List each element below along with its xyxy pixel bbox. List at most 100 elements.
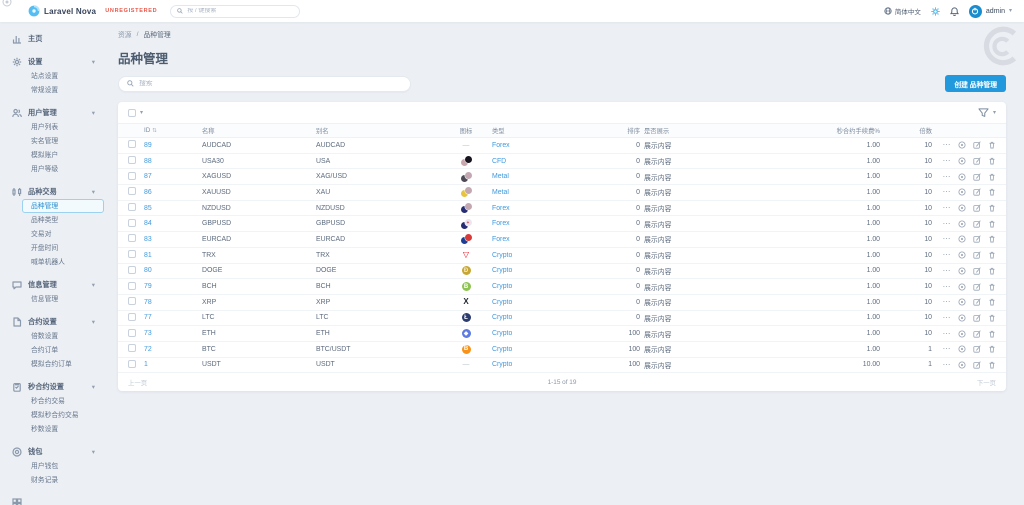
global-search-input[interactable] xyxy=(187,8,294,14)
sidebar-section-8[interactable] xyxy=(0,495,110,505)
more-icon[interactable]: ⋯ xyxy=(942,359,951,369)
more-icon[interactable]: ⋯ xyxy=(942,312,951,322)
table-row[interactable]: 73 ETH ETH ◆ Crypto 100 展示内容 1.00 10 ⋯ xyxy=(118,326,1006,342)
select-all-checkbox[interactable] xyxy=(128,108,136,117)
edit-icon[interactable] xyxy=(973,188,981,197)
more-icon[interactable]: ⋯ xyxy=(942,234,951,244)
delete-icon[interactable] xyxy=(988,141,996,149)
sidebar-item[interactable]: 模拟合约订单 xyxy=(31,361,72,368)
resource-search[interactable] xyxy=(118,75,411,92)
row-type-link[interactable]: Crypto xyxy=(492,267,513,275)
row-type-link[interactable]: Metal xyxy=(492,173,509,181)
select-all-control[interactable]: ▾ xyxy=(128,108,143,117)
row-id-link[interactable]: 85 xyxy=(144,204,152,212)
delete-icon[interactable] xyxy=(988,345,996,353)
row-type-link[interactable]: Forex xyxy=(492,220,510,228)
table-row[interactable]: 84 GBPUSD GBPUSD + Forex 0 展示内容 1.00 10 ⋯ xyxy=(118,216,1006,233)
sidebar-item[interactable]: 品种管理 xyxy=(22,199,104,213)
more-icon[interactable]: ⋯ xyxy=(942,171,951,181)
row-checkbox[interactable] xyxy=(128,328,136,337)
more-icon[interactable]: ⋯ xyxy=(942,297,951,307)
row-type-link[interactable]: Metal xyxy=(492,188,509,196)
edit-icon[interactable] xyxy=(973,314,981,322)
theme-sun-icon[interactable] xyxy=(931,6,940,16)
sidebar-section-5[interactable]: 合约设置 ▾ xyxy=(0,314,110,329)
sidebar-item[interactable]: 合约订单 xyxy=(31,347,59,354)
table-row[interactable]: 80 DOGE DOGE Ð Crypto 0 展示内容 1.00 10 ⋯ xyxy=(118,264,1006,280)
more-icon[interactable]: ⋯ xyxy=(942,140,951,150)
more-icon[interactable]: ⋯ xyxy=(942,156,951,166)
edit-icon[interactable] xyxy=(973,157,981,165)
delete-icon[interactable] xyxy=(988,220,996,228)
sidebar-item[interactable]: 站点设置 xyxy=(31,73,59,80)
breadcrumb-root[interactable]: 资源 xyxy=(118,32,132,39)
row-id-link[interactable]: 80 xyxy=(144,267,152,275)
delete-icon[interactable] xyxy=(988,283,996,291)
sidebar-item[interactable]: 秒合约交易 xyxy=(31,398,65,405)
row-checkbox[interactable] xyxy=(128,265,136,274)
delete-icon[interactable] xyxy=(988,188,996,196)
row-checkbox[interactable] xyxy=(128,312,136,321)
more-icon[interactable]: ⋯ xyxy=(942,203,951,213)
prev-page-button[interactable]: 上一页 xyxy=(128,379,148,387)
filter-control[interactable]: ▾ xyxy=(978,107,996,118)
sidebar-section-4[interactable]: 信息管理 ▾ xyxy=(0,277,110,292)
table-row[interactable]: 83 EURCAD EURCAD Forex 0 展示内容 1.00 10 ⋯ xyxy=(118,232,1006,248)
row-id-link[interactable]: 89 xyxy=(144,141,152,149)
edit-icon[interactable] xyxy=(973,204,981,212)
sidebar-item[interactable]: 常规设置 xyxy=(31,87,59,94)
row-type-link[interactable]: Crypto xyxy=(492,345,513,353)
view-icon[interactable] xyxy=(958,188,966,196)
user-menu[interactable]: admin ▾ xyxy=(968,4,1012,18)
sidebar-item[interactable]: 用户钱包 xyxy=(31,463,59,470)
edit-icon[interactable] xyxy=(973,141,981,149)
delete-icon[interactable] xyxy=(988,157,996,165)
sidebar-section-1[interactable]: 设置 ▾ xyxy=(0,54,110,69)
bell-icon[interactable] xyxy=(949,6,959,16)
more-icon[interactable]: ⋯ xyxy=(942,265,951,275)
sidebar-item[interactable]: 财务记录 xyxy=(31,477,59,484)
view-icon[interactable] xyxy=(958,298,966,306)
row-type-link[interactable]: CFD xyxy=(492,157,507,165)
delete-icon[interactable] xyxy=(988,298,996,306)
row-id-link[interactable]: 79 xyxy=(144,283,152,291)
next-page-button[interactable]: 下一页 xyxy=(976,379,996,387)
table-row[interactable]: 1 USDT USDT — Crypto 100 展示内容 10.00 1 ⋯ xyxy=(118,358,1006,374)
more-icon[interactable]: ⋯ xyxy=(942,344,951,354)
table-row[interactable]: 72 BTC BTC/USDT B Crypto 100 展示内容 1.00 1 ⋯ xyxy=(118,342,1006,358)
table-row[interactable]: 85 NZDUSD NZDUSD Forex 0 展示内容 1.00 10 ⋯ xyxy=(118,201,1006,217)
more-icon[interactable]: ⋯ xyxy=(942,328,951,338)
delete-icon[interactable] xyxy=(988,361,996,369)
row-id-link[interactable]: 73 xyxy=(144,330,152,338)
row-type-link[interactable]: Crypto xyxy=(492,314,513,322)
sidebar-item[interactable]: 品种类型 xyxy=(31,217,59,224)
view-icon[interactable] xyxy=(958,330,966,338)
view-icon[interactable] xyxy=(958,314,966,322)
sidebar-section-0[interactable]: 主页 xyxy=(0,31,110,46)
resource-search-input[interactable] xyxy=(139,80,402,87)
sidebar-item[interactable]: 用户列表 xyxy=(31,124,59,131)
table-row[interactable]: 77 LTC LTC Ł Crypto 0 展示内容 1.00 10 ⋯ xyxy=(118,311,1006,327)
row-type-link[interactable]: Forex xyxy=(492,235,510,243)
view-icon[interactable] xyxy=(958,361,966,369)
row-checkbox[interactable] xyxy=(128,281,136,290)
row-type-link[interactable]: Crypto xyxy=(492,330,513,338)
row-id-link[interactable]: 72 xyxy=(144,345,152,353)
view-icon[interactable] xyxy=(958,204,966,212)
table-row[interactable]: 89 AUDCAD AUDCAD — Forex 0 展示内容 1.00 10 ⋯ xyxy=(118,138,1006,154)
sidebar-item[interactable]: 倍数设置 xyxy=(31,333,59,340)
row-id-link[interactable]: 1 xyxy=(144,361,148,369)
language-switcher[interactable]: 简体中文 xyxy=(884,6,921,16)
edit-icon[interactable] xyxy=(973,235,981,244)
row-type-link[interactable]: Crypto xyxy=(492,251,513,259)
sidebar-section-3[interactable]: 品种交易 ▾ xyxy=(0,184,110,199)
sidebar-item[interactable]: 模拟秒合约交易 xyxy=(31,412,79,419)
edit-icon[interactable] xyxy=(973,361,981,369)
row-type-link[interactable]: Forex xyxy=(492,141,510,149)
row-id-link[interactable]: 77 xyxy=(144,314,152,322)
sidebar-item[interactable]: 开盘时间 xyxy=(31,245,59,252)
edit-icon[interactable] xyxy=(973,173,981,181)
row-type-link[interactable]: Crypto xyxy=(492,298,513,306)
row-id-link[interactable]: 87 xyxy=(144,173,152,181)
create-resource-button[interactable]: 创建 品种管理 xyxy=(945,75,1006,92)
